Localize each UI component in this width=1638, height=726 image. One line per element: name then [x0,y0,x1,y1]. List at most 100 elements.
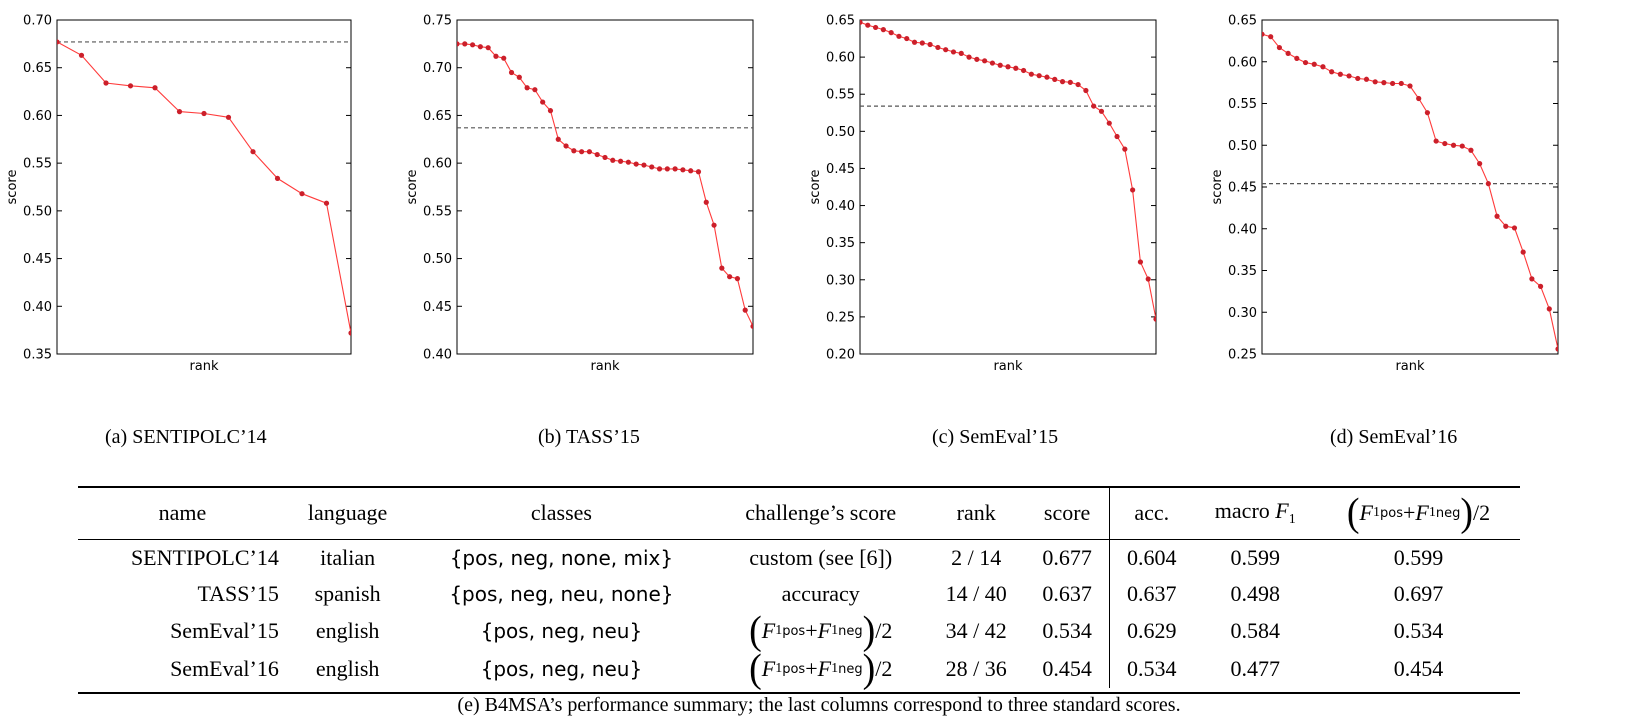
data-point [516,74,522,80]
data-point [462,41,468,47]
plot-frame [859,19,1157,355]
challenge-formula: ( F 1 pos + F 1 neg ) /2 [749,608,892,654]
data-point [469,42,476,48]
summary-table: name language classes challenge’s score … [78,487,1520,689]
data-point [1511,225,1518,231]
y-tick-label: 0.65 [826,14,855,29]
plot-frame [1261,19,1559,355]
data-point [103,80,109,86]
data-point [1520,249,1526,255]
data-point [1555,346,1558,352]
data-point [1320,64,1326,70]
formula-f-pos: F [761,618,776,643]
y-tick-label: 0.65 [23,61,52,76]
cell-challenge-formula: ( F 1 pos + F 1 neg ) /2 [714,649,927,689]
data-point [586,149,593,155]
y-tick-label: 0.25 [826,310,855,325]
data-point [703,199,709,205]
data-point [695,169,702,175]
data-point [610,157,616,163]
formula-plus: + [805,618,818,643]
data-point [532,87,538,93]
y-tick-label: 0.60 [23,109,52,124]
y-tick-label: 0.40 [23,300,52,315]
data-point [1153,316,1156,322]
data-point [1302,59,1309,66]
y-tick-label: 0.55 [826,88,855,103]
cell-language: english [315,656,380,681]
formula-sub-pos: 1 [1372,505,1380,520]
data-point [664,166,670,172]
formula-f-neg: F [817,656,832,681]
formula-sup-neg: neg [838,661,863,677]
table-bottom-rule [78,692,1520,694]
formula-sub-pos: 1 [775,623,783,638]
cell-avg-f1: 0.534 [1393,618,1444,643]
data-point [540,99,546,105]
y-tick-label: 0.40 [826,199,855,214]
y-tick-label: 0.50 [1228,139,1257,154]
cell-rank: 2 / 14 [951,545,1002,570]
formula-open-paren: ( [749,608,762,654]
data-point [742,307,748,313]
formula-plus: + [805,656,818,681]
cell-macro-f1: 0.584 [1230,618,1281,643]
y-tick-label: 0.40 [423,348,452,363]
cell-name: SemEval’16 [170,656,279,681]
data-point [1450,142,1457,148]
data-point [1416,95,1422,102]
data-point [477,44,483,50]
data-point [1285,50,1291,57]
data-point [225,114,232,120]
data-point [880,27,886,33]
y-tick-label: 0.65 [1228,14,1257,29]
data-point [1355,75,1361,82]
formula-open-paren: ( [1346,490,1360,536]
data-point [1468,147,1474,153]
y-tick-label: 0.55 [23,157,52,172]
cell-language: italian [320,545,376,570]
macro-word: macro [1214,498,1270,523]
data-point [865,22,871,28]
cell-avg-f1: 0.697 [1393,581,1444,606]
y-tick-label: 0.45 [23,252,52,267]
data-point [1381,80,1387,86]
data-point [1346,73,1352,79]
cell-classes: {pos, neg, neu} [480,619,643,643]
data-point [688,168,694,174]
formula-f-neg: F [817,618,832,643]
data-point [457,41,460,47]
plot-frame [456,19,754,355]
formula-sup-neg: neg [1435,505,1461,521]
formula-plus: + [1402,500,1416,525]
data-point [989,60,996,66]
data-point [1398,80,1404,87]
data-point [927,41,933,48]
data-point [935,44,941,51]
data-point [997,62,1003,68]
data-point [524,85,530,91]
table-row: SENTIPOLC’14 italian {pos, neg, none, mi… [78,539,1520,576]
data-point [1145,276,1151,282]
data-point [1442,140,1448,147]
cell-macro-f1: 0.477 [1230,656,1281,681]
caption-d: (d) SemEval’16 [1330,426,1458,448]
data-point [299,191,305,197]
macro-f-sub: 1 [1288,512,1296,527]
data-point [1459,143,1465,149]
cell-language: english [315,618,380,643]
cell-rank: 34 / 42 [945,618,1007,643]
data-point [1130,187,1136,193]
y-tick-label: 0.30 [826,273,855,288]
data-point [547,108,554,114]
y-tick-label: 0.60 [826,51,855,66]
data-point [563,143,569,149]
y-axis-label: score [405,170,420,205]
data-point [602,154,608,161]
data-point [1106,120,1112,126]
data-point [1044,74,1050,80]
challenge-formula: ( F 1 pos + F 1 neg ) /2 [749,649,892,689]
charts-area: 0.35 0.40 0.45 0.50 0.55 0.60 0.65 0.70 rank scor… [5,14,1559,374]
formula-sub-pos: 1 [775,661,783,676]
